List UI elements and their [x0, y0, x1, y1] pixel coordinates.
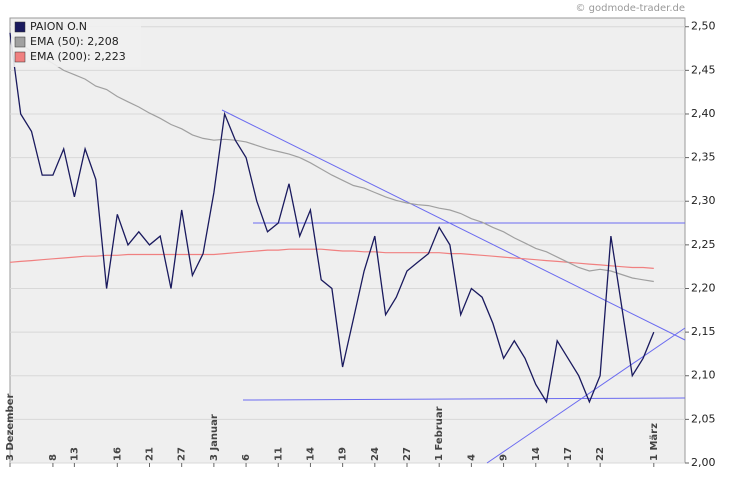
y-tick-label: 2,30 [691, 194, 716, 207]
y-tick-label: 2,20 [691, 281, 716, 294]
x-tick-label: 21 [144, 447, 155, 461]
x-tick-label: 3 Dezember [5, 394, 16, 461]
trend-line [242, 397, 686, 401]
x-tick-label: 1 März [649, 423, 660, 461]
y-tick-label: 2,40 [691, 107, 716, 120]
y-tick-label: 2,00 [691, 456, 716, 469]
legend-label: PAION O.N [30, 20, 87, 33]
trend-line [486, 327, 686, 464]
series-line [9, 32, 655, 404]
x-tick-label: 9 [499, 454, 510, 461]
legend-swatch [14, 51, 26, 63]
y-tick-label: 2,15 [691, 325, 716, 338]
x-tick-label: 3 Januar [209, 414, 220, 461]
legend-swatch [14, 21, 26, 33]
y-tick-label: 2,35 [691, 151, 716, 164]
x-tick-label: 8 [48, 454, 59, 461]
y-tick-label: 2,10 [691, 369, 716, 382]
y-tick-label: 2,50 [691, 20, 716, 33]
trend-lines [221, 109, 686, 464]
x-tick-label: 19 [338, 447, 349, 461]
x-tick-label: 27 [177, 447, 188, 461]
x-tick-label: 11 [273, 447, 284, 461]
y-tick-label: 2,05 [691, 412, 716, 425]
x-tick-label: 6 [241, 454, 252, 461]
trend-line [221, 109, 686, 341]
legend-label: EMA (50): 2,208 [30, 35, 119, 48]
x-tick-label: 24 [370, 447, 381, 461]
legend-label: EMA (200): 2,223 [30, 50, 126, 63]
x-tick-label: 14 [305, 447, 316, 461]
legend-swatch [14, 36, 26, 48]
x-tick-label: 1 Februar [434, 406, 445, 461]
plot-area [9, 17, 686, 464]
series-line [9, 35, 654, 283]
x-tick-label: 14 [531, 447, 542, 461]
x-tick-label: 4 [466, 454, 477, 461]
x-tick-label: 22 [595, 447, 606, 461]
watermark: © godmode-trader.de [576, 3, 686, 14]
legend-box [11, 19, 141, 67]
y-tick-label: 2,45 [691, 63, 716, 76]
x-tick-label: 16 [112, 447, 123, 461]
x-tick-label: 27 [402, 447, 413, 461]
x-tick-label: 13 [69, 447, 80, 461]
x-tick-label: 17 [563, 447, 574, 461]
series-line [9, 248, 654, 269]
y-tick-label: 2,25 [691, 238, 716, 251]
